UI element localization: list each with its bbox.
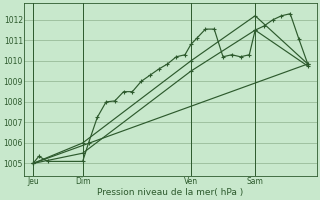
X-axis label: Pression niveau de la mer( hPa ): Pression niveau de la mer( hPa ) [97,188,244,197]
